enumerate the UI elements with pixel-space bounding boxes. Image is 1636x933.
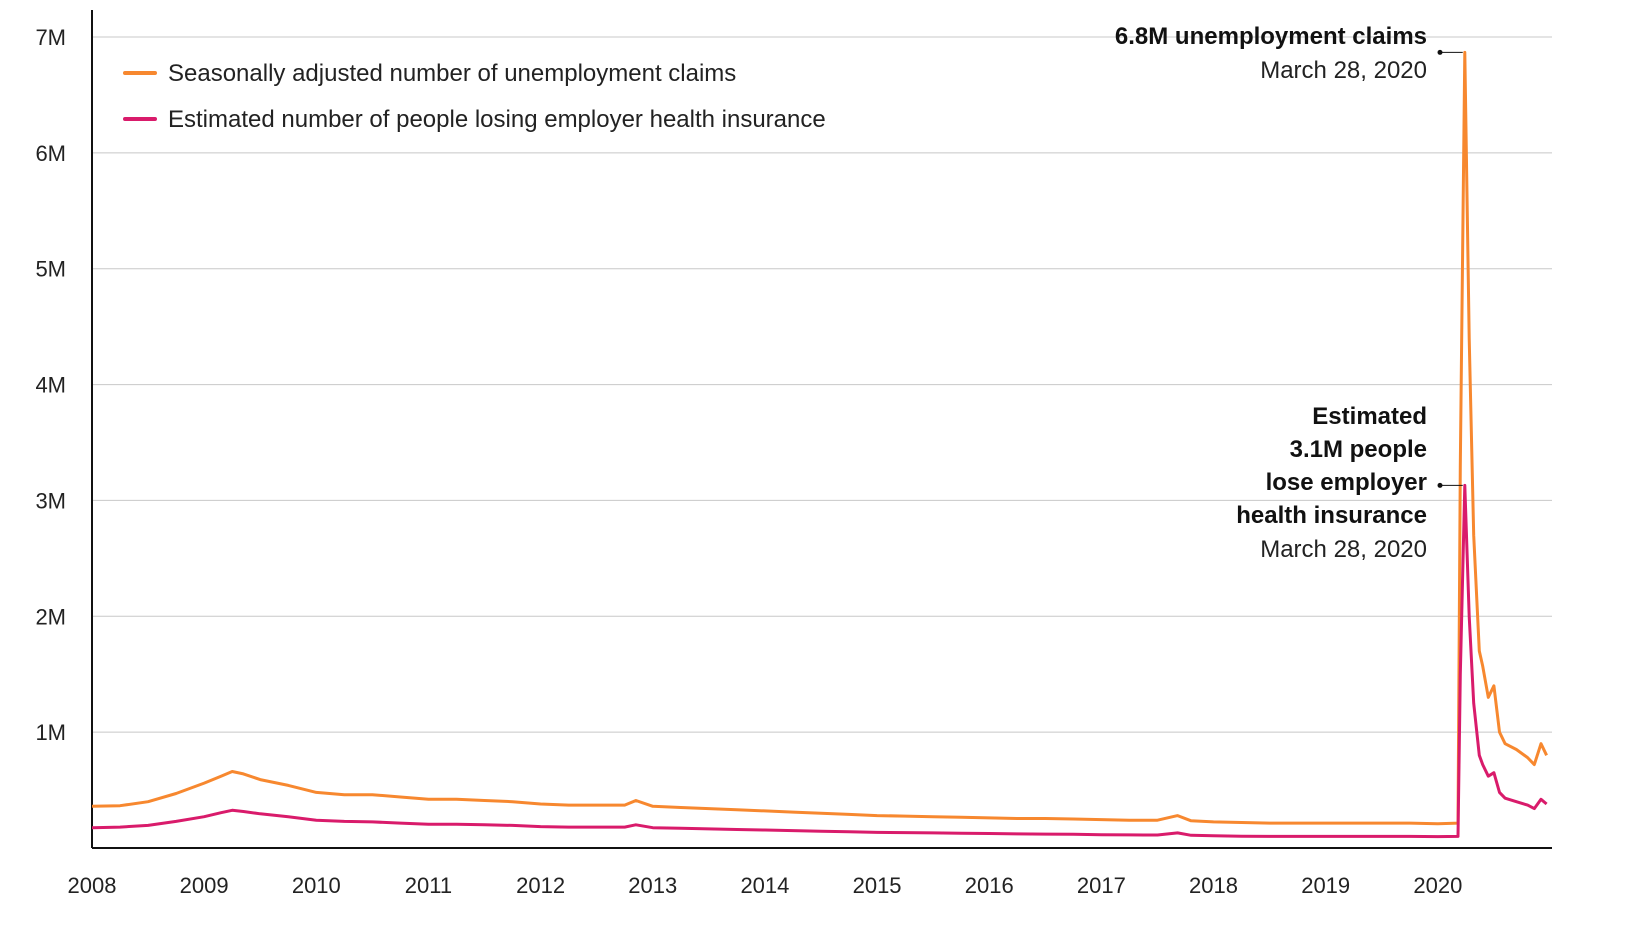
x-tick-label: 2019 — [1301, 873, 1350, 898]
y-tick-label: 2M — [35, 604, 66, 629]
x-tick-label: 2011 — [405, 873, 452, 898]
axes: 1M 2M 3M 4M 5M 6M 7M 2008 2009 2010 2011 2012 2013 20… — [35, 10, 1552, 898]
gridlines — [92, 36, 1552, 733]
series-lines — [91, 50, 1548, 839]
x-tick-label: 2017 — [1077, 873, 1126, 898]
y-tick-label: 1M — [35, 720, 66, 745]
annotation-1-text: 3.1M people — [1290, 436, 1427, 463]
x-tick-label: 2010 — [292, 873, 341, 898]
annotation-0-text: 6.8M unemployment claims — [1115, 23, 1427, 50]
x-tick-label: 2016 — [965, 873, 1014, 898]
annotation-1-text: health insurance — [1236, 502, 1427, 529]
x-tick-label: 2018 — [1189, 873, 1238, 898]
legend-label-1: Estimated number of people losing employ… — [168, 106, 826, 133]
annotation-1-text: lose employer — [1266, 469, 1427, 496]
y-tick-label: 3M — [35, 488, 66, 513]
x-tick-label: 2014 — [740, 873, 789, 898]
y-tick-label: 5M — [35, 257, 66, 282]
x-tick-label: 2020 — [1413, 873, 1462, 898]
annotation-0-date: March 28, 2020 — [1260, 57, 1427, 84]
x-tick-label: 2009 — [180, 873, 229, 898]
legend-label-0: Seasonally adjusted number of unemployme… — [168, 60, 736, 87]
x-tick-label: 2012 — [516, 873, 565, 898]
series-line-0 — [91, 50, 1548, 826]
annotation-0-dot — [1437, 49, 1443, 55]
y-tick-label: 7M — [35, 25, 66, 50]
x-tick-label: 2013 — [628, 873, 677, 898]
x-tick-label: 2015 — [853, 873, 902, 898]
annotations: 6.8M unemployment claims March 28, 2020 Es… — [1115, 23, 1463, 563]
annotation-1-text: Estimated — [1312, 403, 1427, 430]
y-tick-label: 6M — [35, 141, 66, 166]
annotation-1-date: March 28, 2020 — [1260, 536, 1427, 563]
series-line-1 — [91, 483, 1548, 839]
legend: Seasonally adjusted number of unemployme… — [123, 60, 826, 133]
annotation-1-dot — [1437, 482, 1443, 488]
y-tick-label: 4M — [35, 373, 66, 398]
x-tick-label: 2008 — [68, 873, 117, 898]
